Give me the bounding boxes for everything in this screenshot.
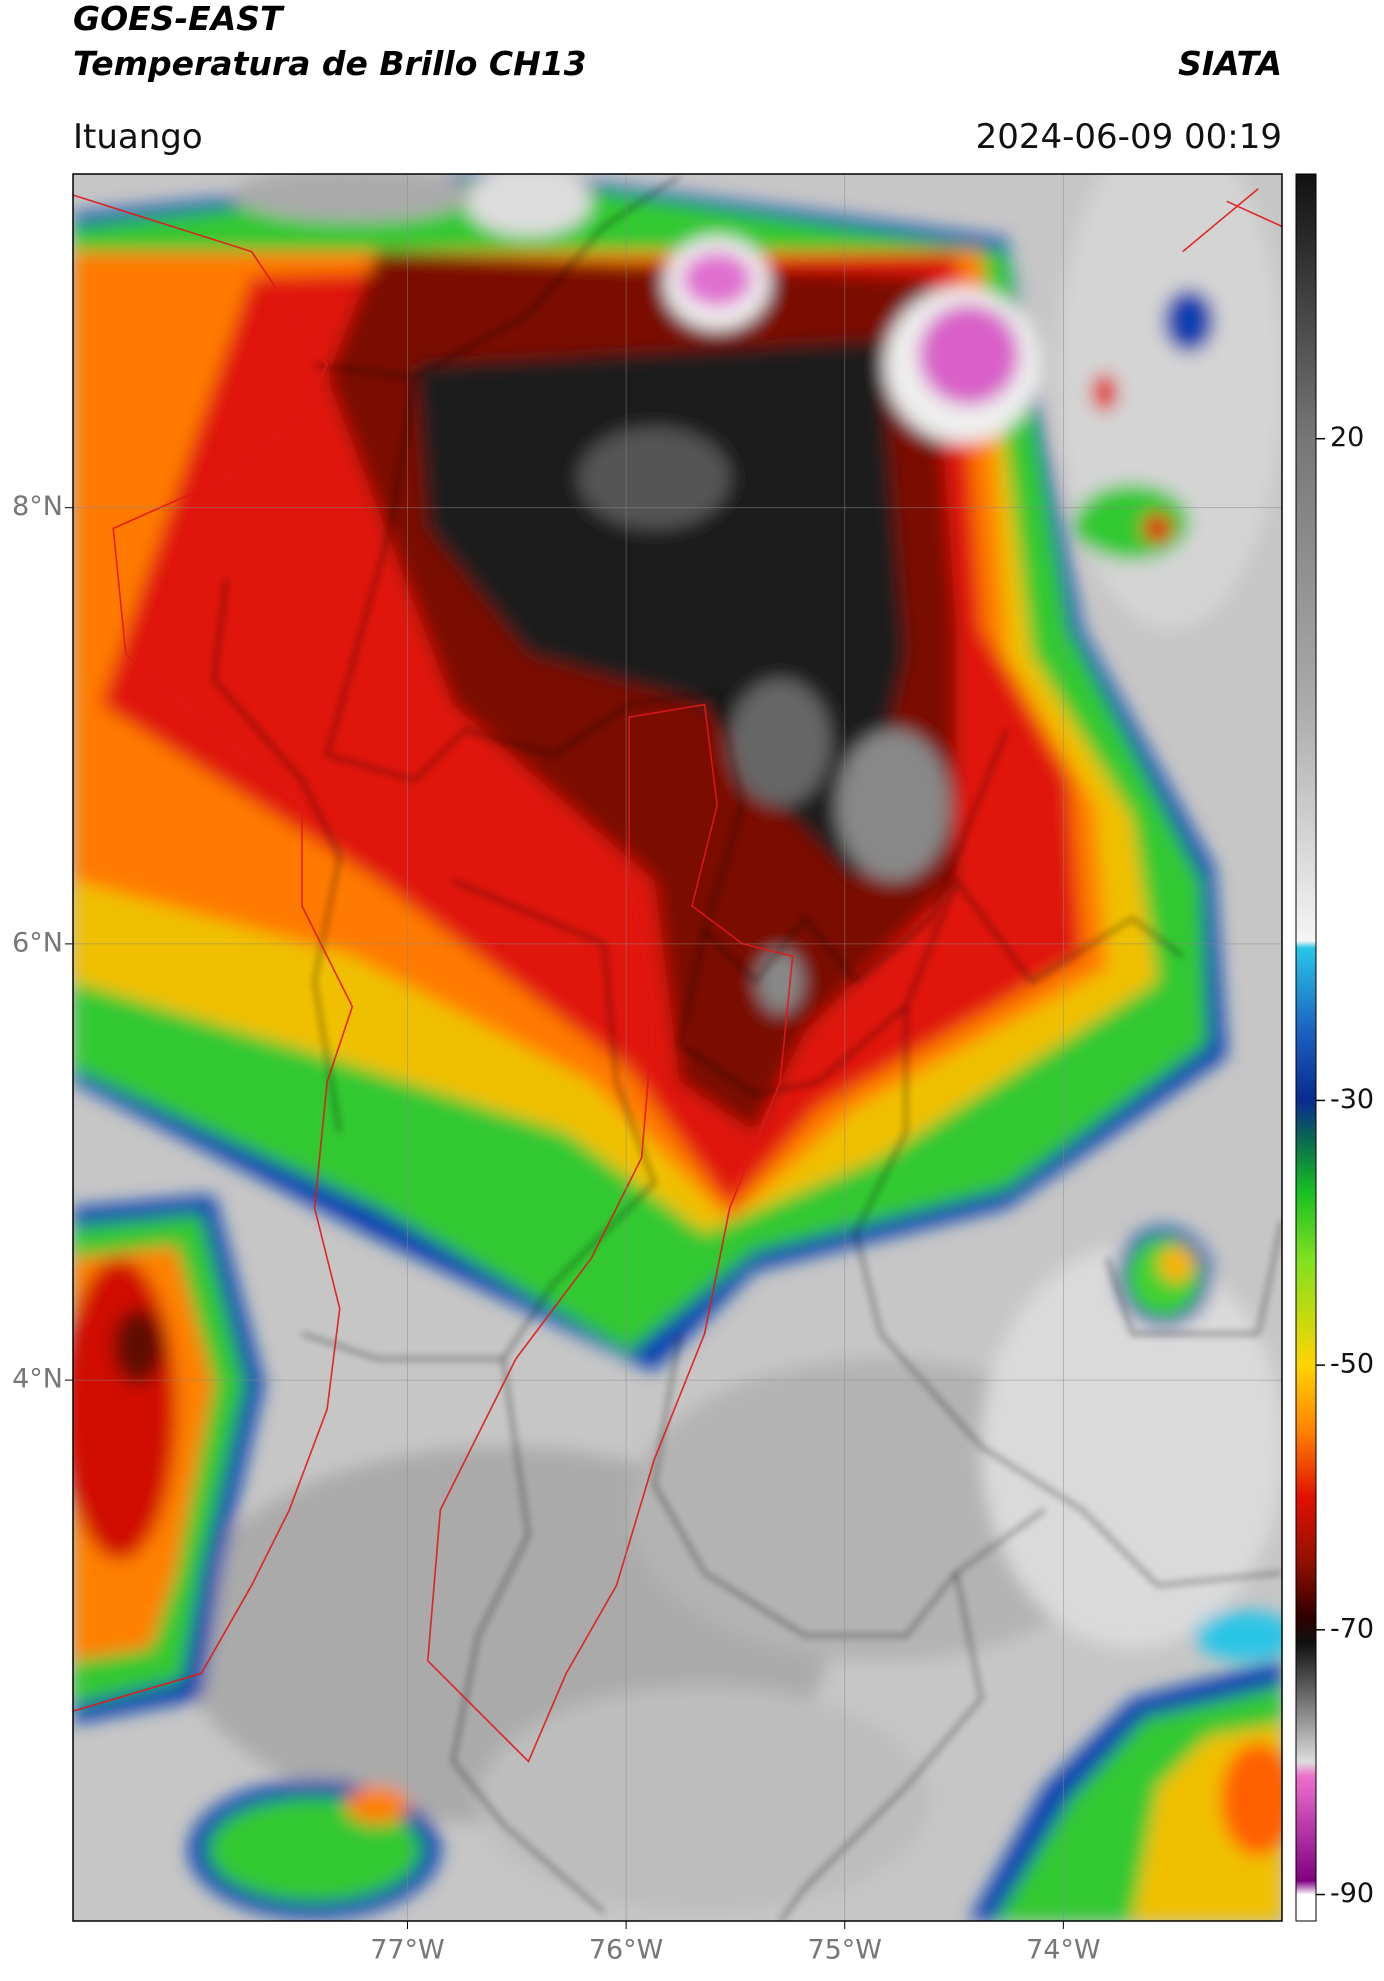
colorbar-tick-label: -70 (1330, 1613, 1374, 1644)
title: GOES-EAST (73, 0, 285, 38)
colorbar-tick-label: 20 (1330, 422, 1364, 453)
x-tick-label: 75°W (807, 1935, 882, 1966)
subtitle: Temperatura de Brillo CH13 (73, 44, 587, 83)
colorbar (1295, 173, 1317, 1922)
x-tick-label: 74°W (1026, 1935, 1101, 1966)
graticule (73, 174, 1282, 1921)
organization: SIATA (1178, 44, 1282, 83)
region: Ituango (73, 117, 203, 157)
map-frame (72, 173, 1283, 1922)
x-tick-label: 76°W (589, 1935, 664, 1966)
y-tick-label: 8°N (12, 491, 63, 522)
satellite-image (73, 174, 1282, 1921)
y-tick-label: 4°N (12, 1364, 63, 1395)
colorbar-tick-label: -50 (1330, 1349, 1374, 1380)
colorbar-tick-label: -90 (1330, 1878, 1374, 1909)
colorbar-tick-label: -30 (1330, 1084, 1374, 1115)
datetime: 2024-06-09 00:19 (976, 117, 1282, 157)
x-tick-label: 77°W (370, 1935, 445, 1966)
y-tick-label: 6°N (12, 927, 63, 958)
